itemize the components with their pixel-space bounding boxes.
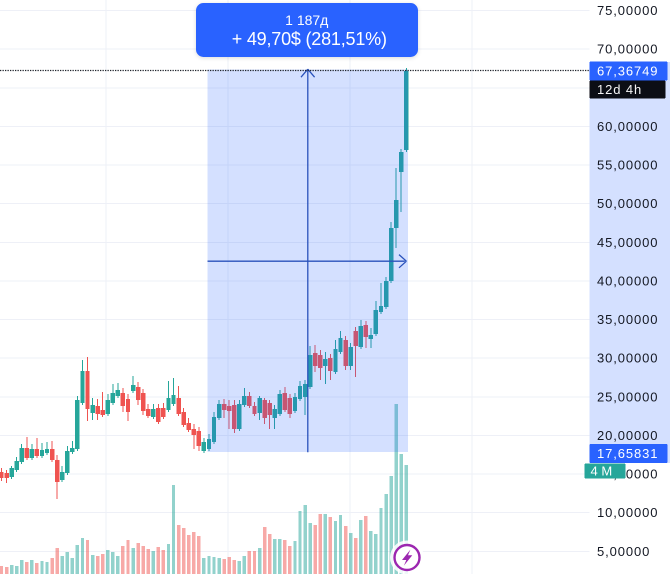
svg-text:25,00000: 25,00000 — [597, 389, 658, 404]
svg-text:60,00000: 60,00000 — [597, 119, 658, 134]
svg-text:50,00000: 50,00000 — [597, 196, 658, 211]
svg-text:75,00000: 75,00000 — [597, 3, 658, 18]
svg-text:67,36749: 67,36749 — [597, 64, 658, 79]
svg-text:10,00000: 10,00000 — [597, 505, 658, 520]
svg-text:40,00000: 40,00000 — [597, 273, 658, 288]
svg-text:17,65831: 17,65831 — [597, 446, 658, 461]
svg-text:20,00000: 20,00000 — [597, 428, 658, 443]
svg-text:5,00000: 5,00000 — [597, 544, 650, 559]
svg-text:12d 4h: 12d 4h — [597, 82, 642, 97]
svg-text:55,00000: 55,00000 — [597, 158, 658, 173]
svg-text:70,00000: 70,00000 — [597, 42, 658, 57]
svg-text:35,00000: 35,00000 — [597, 312, 658, 327]
svg-text:45,00000: 45,00000 — [597, 235, 658, 250]
svg-text:30,00000: 30,00000 — [597, 351, 658, 366]
svg-text:4 M: 4 M — [591, 464, 613, 479]
